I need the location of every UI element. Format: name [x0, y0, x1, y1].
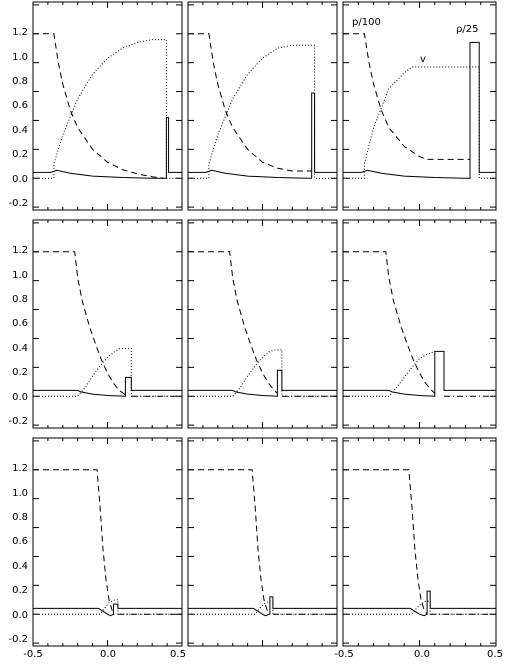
series-solid-line	[33, 603, 182, 617]
y-tick-label-row2-1: 0.0	[12, 610, 28, 621]
series-dotted-line	[343, 350, 435, 397]
y-tick-label-row1-6: 1.0	[12, 270, 28, 281]
series-dashed-line	[343, 251, 436, 394]
series-solid-line	[343, 350, 496, 397]
panel-r0-c2	[342, 1, 497, 211]
panel-r1-c2	[342, 219, 497, 429]
y-tick-label-row0-1: 0.0	[12, 174, 28, 185]
series-dotted-line	[33, 39, 182, 179]
panel-frame	[342, 219, 497, 429]
series-dotted-line	[343, 66, 496, 179]
panel-r2-c2	[342, 437, 497, 647]
series-dotted-line	[188, 600, 337, 615]
y-tick-label-row0-6: 1.0	[12, 52, 28, 63]
x-tick-label-col0-left: -0.5	[23, 649, 43, 660]
y-tick-label-row0-7: 1.2	[12, 27, 28, 38]
y-tick-label-row1-0: -0.2	[8, 416, 28, 427]
series-solid-line	[343, 41, 496, 179]
x-tick-label-col2-right: 0.5	[487, 649, 503, 660]
y-tick-label-row1-2: 0.2	[12, 367, 28, 378]
series-dashed-line	[188, 251, 278, 394]
panel-frame	[187, 219, 338, 429]
series-dashed-line	[188, 469, 271, 615]
annotation-v: v	[420, 54, 426, 65]
panel-r0-c0	[32, 1, 183, 211]
panel-r2-c1	[187, 437, 338, 647]
x-tick-label-col0-mid: 0.0	[100, 649, 116, 660]
series-dashed-line	[33, 251, 129, 397]
series-solid-line	[188, 596, 337, 617]
panel-frame	[32, 437, 183, 647]
series-dotted-line	[188, 44, 337, 179]
series-dotted-line	[33, 599, 182, 615]
y-tick-label-row2-3: 0.4	[12, 561, 28, 572]
panel-r2-c0	[32, 437, 183, 647]
panel-frame	[187, 437, 338, 647]
y-tick-label-row1-5: 0.8	[12, 294, 28, 305]
y-tick-label-row2-4: 0.6	[12, 536, 28, 547]
x-tick-label-col2-mid: 0.0	[414, 649, 430, 660]
tick-labels-layer: -0.2 0.0 0.2 0.4 0.6 0.8 1.0 1.2 -0.2 0.…	[8, 17, 502, 660]
series-dotted-line	[33, 348, 182, 397]
series-dashed-line	[343, 33, 470, 160]
series-solid-line	[188, 369, 337, 397]
y-tick-label-row0-0: -0.2	[8, 198, 28, 209]
series-dashed-line	[33, 469, 116, 615]
y-tick-label-row1-7: 1.2	[12, 245, 28, 256]
series-dashed-line	[188, 33, 312, 172]
y-tick-label-row0-5: 0.8	[12, 76, 28, 87]
annotation-rho-over-25: ρ/25	[456, 24, 478, 35]
y-tick-label-row0-3: 0.4	[12, 125, 28, 136]
y-tick-label-row2-7: 1.2	[12, 463, 28, 474]
series-dashed-line	[343, 469, 428, 615]
panel-r1-c0	[32, 219, 183, 429]
series-solid-line	[343, 590, 496, 617]
panel-frame	[32, 219, 183, 429]
panel-frame	[32, 1, 183, 211]
panel-r0-c1	[187, 1, 338, 211]
panel-r1-c1	[187, 219, 338, 429]
annotation-p-over-100: p/100	[352, 17, 381, 28]
y-tick-label-row0-4: 0.6	[12, 100, 28, 111]
y-tick-label-row1-1: 0.0	[12, 392, 28, 403]
series-dotted-line	[343, 600, 496, 615]
series-solid-line	[33, 117, 182, 179]
y-tick-label-row2-0: -0.2	[8, 634, 28, 645]
series-solid-line	[33, 376, 182, 397]
y-tick-label-row2-6: 1.0	[12, 488, 28, 499]
y-tick-label-row1-3: 0.4	[12, 343, 28, 354]
y-tick-label-row2-2: 0.2	[12, 585, 28, 596]
series-dotted-line	[188, 349, 337, 397]
y-tick-label-row2-5: 0.8	[12, 512, 28, 523]
x-tick-label-col0-right: 0.5	[170, 649, 186, 660]
x-tick-label-col2-left: -0.5	[334, 649, 354, 660]
series-solid-line	[188, 92, 337, 179]
y-tick-label-row0-2: 0.2	[12, 149, 28, 160]
series-dashed-line	[33, 33, 165, 179]
panels-layer	[32, 1, 497, 647]
panel-frame	[342, 437, 497, 647]
y-tick-label-row1-4: 0.6	[12, 318, 28, 329]
